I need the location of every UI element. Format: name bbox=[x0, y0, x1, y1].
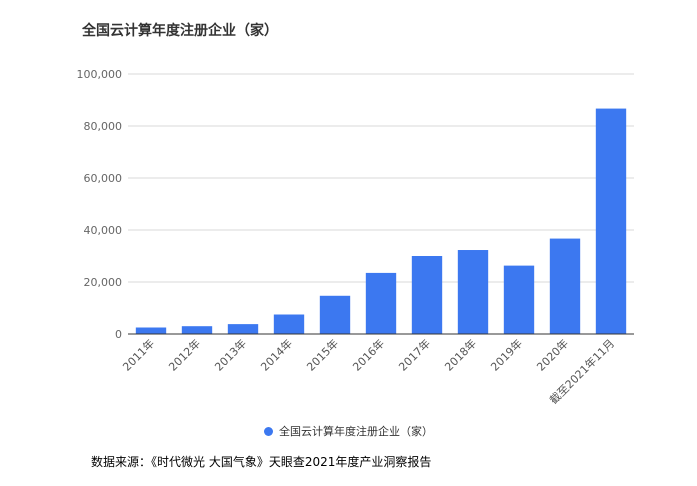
bar bbox=[319, 295, 351, 334]
x-tick-label: 2015年 bbox=[304, 336, 341, 373]
y-tick-label: 40,000 bbox=[84, 224, 123, 237]
y-tick-label: 60,000 bbox=[84, 172, 123, 185]
bar bbox=[227, 324, 259, 334]
bar bbox=[595, 108, 627, 334]
bar bbox=[181, 326, 213, 334]
x-tick-label: 2019年 bbox=[488, 336, 525, 373]
legend: 全国云计算年度注册企业（家） bbox=[0, 423, 697, 439]
legend-label: 全国云计算年度注册企业（家） bbox=[279, 425, 433, 438]
y-tick-label: 100,000 bbox=[77, 68, 123, 81]
bar bbox=[135, 327, 167, 334]
y-tick-label: 80,000 bbox=[84, 120, 123, 133]
bar bbox=[457, 250, 489, 334]
y-tick-label: 0 bbox=[115, 328, 122, 341]
x-tick-label: 2016年 bbox=[350, 336, 387, 373]
bar bbox=[365, 272, 397, 334]
x-tick-label: 2014年 bbox=[258, 336, 295, 373]
x-tick-label: 2018年 bbox=[442, 336, 479, 373]
legend-marker bbox=[264, 426, 273, 436]
y-tick-label: 20,000 bbox=[84, 276, 123, 289]
bar bbox=[549, 238, 581, 334]
x-tick-label: 2013年 bbox=[212, 336, 249, 373]
x-tick-label: 2012年 bbox=[166, 336, 203, 373]
bars bbox=[135, 108, 627, 334]
chart-title: 全国云计算年度注册企业（家） bbox=[82, 23, 278, 39]
x-axis-ticks: 2011年 2012年 2013年 2014年 2015年 2016年 2017年 2018年… bbox=[120, 336, 617, 407]
bar bbox=[503, 265, 535, 334]
bar bbox=[411, 256, 443, 334]
x-tick-label: 2011年 bbox=[120, 336, 157, 373]
source-note: 数据来源：《时代微光 大国气象》天眼查2021年度产业洞察报告 bbox=[91, 455, 432, 469]
x-tick-label: 2017年 bbox=[396, 336, 433, 373]
x-tick-label: 2020年 bbox=[534, 336, 571, 373]
bar bbox=[273, 314, 305, 334]
y-axis-ticks: 0 20,000 40,000 60,000 80,000 100,000 bbox=[77, 68, 123, 341]
